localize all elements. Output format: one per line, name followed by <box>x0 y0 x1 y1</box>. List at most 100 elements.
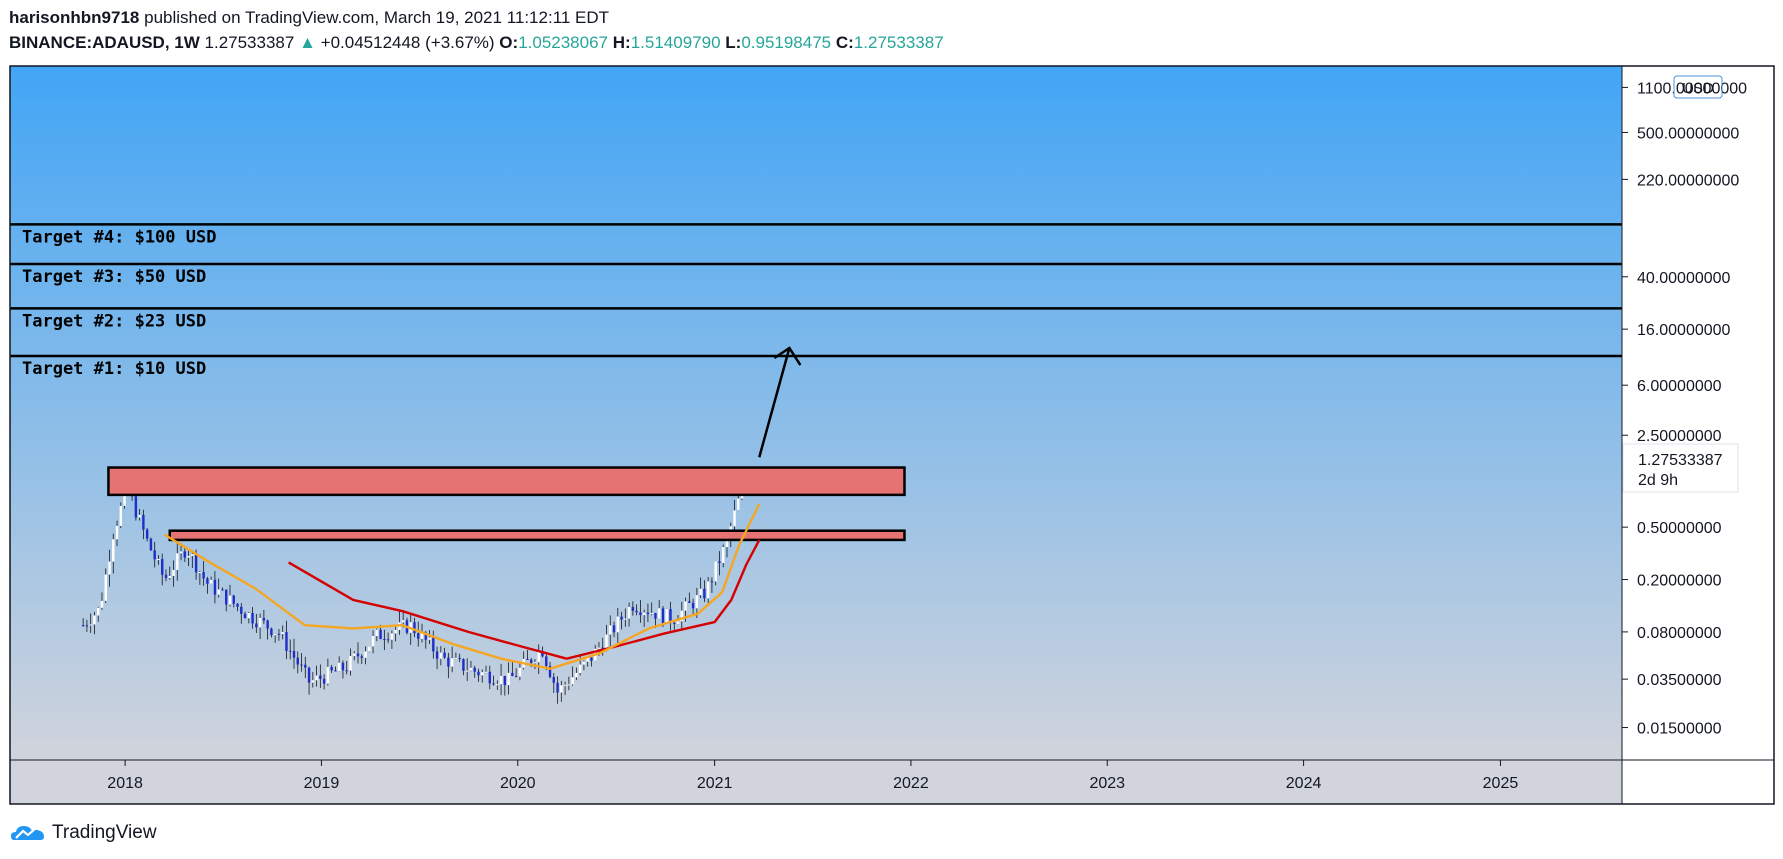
target-label: Target #3: $50 USD <box>22 267 206 287</box>
candle-body <box>481 672 484 676</box>
time-axis-background[interactable] <box>10 760 1622 804</box>
candle-body <box>578 664 582 673</box>
candle-body <box>371 636 375 647</box>
candle-body <box>322 678 326 684</box>
candle-body <box>161 559 164 575</box>
candle-body <box>209 579 213 584</box>
candle-body <box>213 579 217 595</box>
candle-body <box>319 675 322 679</box>
candle-body <box>255 623 258 628</box>
candle-body <box>364 651 367 658</box>
candle-body <box>533 662 537 664</box>
candle-body <box>684 601 687 611</box>
candle-body <box>221 589 224 591</box>
triangle-up-icon: ▲ <box>299 33 316 52</box>
candle-body <box>545 656 548 667</box>
candle-body <box>688 601 691 603</box>
candle-body <box>650 613 653 615</box>
y-tick-label: 0.20000000 <box>1637 573 1722 590</box>
y-tick-label: 2.50000000 <box>1637 428 1722 445</box>
target-label: Target #2: $23 USD <box>22 311 206 331</box>
candle-body <box>514 675 518 677</box>
candle-body <box>345 670 348 672</box>
y-tick-label: 0.50000000 <box>1637 520 1722 537</box>
resistance-zone[interactable] <box>168 529 906 542</box>
candle-body <box>108 561 111 575</box>
candle-body <box>115 525 119 540</box>
y-tick-label: 220.00000000 <box>1637 172 1739 189</box>
candle-body <box>676 621 680 624</box>
resistance-zone[interactable] <box>107 466 906 497</box>
candle-body <box>296 657 299 665</box>
price-axis-background[interactable] <box>1622 66 1774 804</box>
candle-body <box>428 637 431 640</box>
candle-body <box>462 659 465 671</box>
candle-body <box>703 588 706 599</box>
candle-body <box>552 677 555 683</box>
candle-body <box>432 637 435 652</box>
candle-body <box>183 551 187 558</box>
candle-body <box>315 675 318 681</box>
candle-body <box>496 684 499 686</box>
candle-body <box>194 554 198 573</box>
candle-body <box>560 685 563 693</box>
candle-body <box>454 657 458 659</box>
candle-body <box>300 664 303 666</box>
candle-body <box>356 653 360 657</box>
candle-body <box>639 612 642 616</box>
candle-body <box>499 675 503 685</box>
candle-body <box>424 632 427 640</box>
candle-body <box>334 670 337 672</box>
candle-body <box>168 575 171 578</box>
close-label: C: <box>835 33 854 52</box>
candle-body <box>258 617 262 628</box>
author-name[interactable]: harisonhbn9718 <box>9 8 140 27</box>
footer-brand: TradingView <box>52 822 157 843</box>
tradingview-logo[interactable]: TradingView <box>10 820 157 846</box>
candle-body <box>368 646 371 652</box>
candle-body <box>718 561 721 563</box>
candle-body <box>394 629 397 634</box>
y-tick-label: 0.08000000 <box>1637 625 1722 642</box>
candle-body <box>537 650 540 663</box>
arrow-head-icon <box>773 346 802 366</box>
candle-body <box>627 606 631 619</box>
candle-body <box>710 581 714 583</box>
candle-body <box>567 684 571 686</box>
candle-body <box>97 607 100 616</box>
candle-body <box>586 657 589 662</box>
low-value: 0.95198475 <box>741 33 832 52</box>
candle-body <box>492 683 495 685</box>
candle-body <box>202 572 205 579</box>
candle-body <box>529 659 533 663</box>
candle-body <box>624 618 627 620</box>
candle-body <box>232 595 235 604</box>
candle-body <box>477 671 480 676</box>
candle-body <box>417 633 420 639</box>
candle-body <box>176 553 179 570</box>
projection-arrow[interactable] <box>758 347 791 458</box>
candle-body <box>187 555 190 558</box>
candle-body <box>198 572 202 574</box>
candle-body <box>236 603 239 607</box>
candle-body <box>642 612 646 616</box>
last-price: 1.27533387 <box>204 33 295 52</box>
candle-body <box>722 547 725 563</box>
candle-body <box>582 661 586 665</box>
y-tick-label: 40.00000000 <box>1637 270 1731 287</box>
currency-badge[interactable]: USD <box>1673 75 1723 99</box>
x-tick-label: 2019 <box>304 775 340 792</box>
candle-body <box>179 551 183 554</box>
x-tick-label: 2023 <box>1089 775 1125 792</box>
candle-body <box>281 632 284 634</box>
candle-body <box>571 677 574 685</box>
target-label: Target #4: $100 USD <box>22 227 216 247</box>
candle-body <box>206 578 209 584</box>
low-label: L: <box>725 33 742 52</box>
x-tick-label: 2025 <box>1483 775 1519 792</box>
candle-body <box>465 670 469 672</box>
candle-body <box>379 629 382 639</box>
y-tick-label: 16.00000000 <box>1637 322 1731 339</box>
symbol-name: BINANCE:ADAUSD, 1W <box>9 33 200 52</box>
